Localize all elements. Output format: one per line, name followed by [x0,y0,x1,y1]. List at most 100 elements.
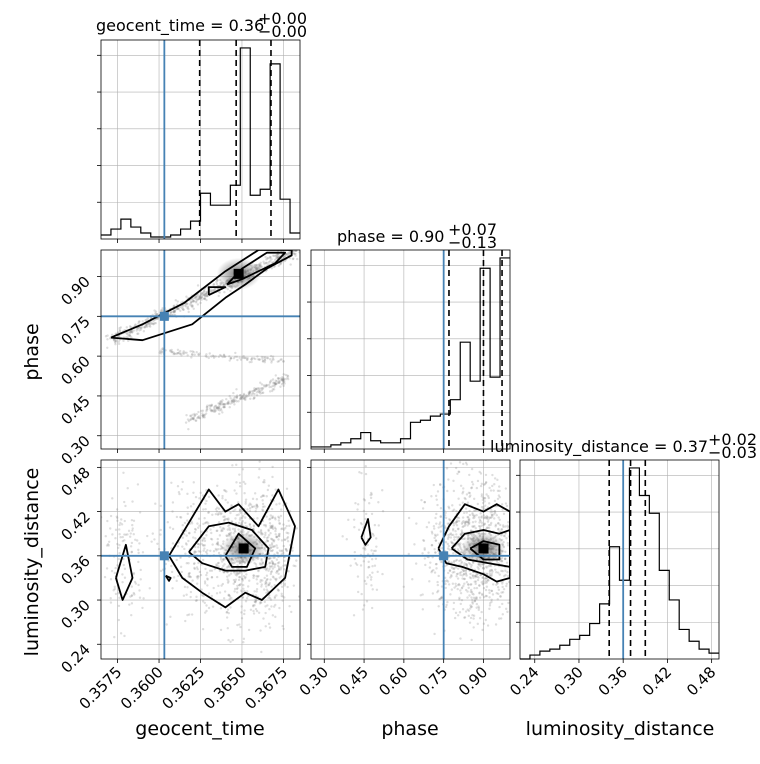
sample-point [213,405,217,408]
sample-point [268,557,271,560]
sample-point [260,650,263,654]
sample-point [219,556,223,559]
sample-point [216,542,219,545]
sample-point [447,560,451,563]
sample-point [181,308,185,311]
sample-point [525,579,527,581]
sample-point [229,511,232,515]
sample-point [219,402,222,405]
sample-point [495,583,498,586]
sample-point [453,535,456,539]
sample-point [468,513,472,517]
sample-point [144,325,147,329]
sample-point [464,588,468,592]
sample-point [242,583,245,587]
sample-point [202,544,205,547]
sample-point [268,562,271,565]
sample-point [201,627,205,631]
sample-point [235,394,239,397]
sample-point [194,537,197,540]
sample-point [108,337,112,340]
sample-point [498,605,501,609]
sample-point [253,388,257,391]
sample-point [204,550,208,554]
sample-point [454,584,458,588]
sample-point [116,564,119,567]
sample-point [217,294,220,298]
sample-point [196,416,199,420]
sample-point [252,525,256,528]
sample-point [172,313,175,316]
sample-point [173,310,176,314]
sample-point [458,503,462,507]
sample-point [266,604,269,607]
sample-point [241,394,244,398]
sample-point [239,530,242,534]
sample-point [166,520,169,524]
sample-point [204,521,208,524]
sample-point [222,515,225,519]
sample-point [432,524,436,528]
sample-point [274,603,277,607]
sample-point [439,452,441,454]
sample-point [258,265,262,268]
sample-point [194,545,197,549]
sample-point [130,602,134,605]
sample-point [268,561,272,565]
sample-point [258,263,262,266]
sample-point [488,570,492,573]
sample-point [184,542,188,545]
sample-point [202,508,205,511]
sample-point [423,501,426,504]
sample-point [109,578,113,581]
sample-point [216,529,219,532]
sample-point [240,605,243,608]
sample-point [362,498,366,501]
sample-point [292,252,296,255]
sample-point [494,523,498,527]
sample-point [218,409,221,412]
sample-point [239,358,243,361]
sample-point [259,261,262,264]
sample-point [270,570,274,573]
sample-point [472,593,475,596]
sample-point [263,535,266,539]
sample-point [484,473,488,477]
sample-point [202,288,206,292]
sample-point [210,594,214,598]
sample-point [482,567,485,570]
panel-frame [310,459,511,660]
sample-point [205,499,208,503]
sample-point [456,583,460,587]
sample-point [466,501,470,504]
sample-point [462,569,465,572]
sample-point [165,623,168,626]
sample-point [154,310,158,313]
sample-point [184,305,188,308]
sample-point [469,588,473,592]
sample-point [367,560,370,564]
sample-point [432,568,435,572]
sample-point [131,529,134,532]
sample-point [488,607,491,611]
sample-point [444,540,448,544]
density-peak-marker [238,543,249,554]
sample-point [464,568,467,572]
sample-point [138,511,142,514]
sample-point [205,408,209,411]
sample-point [239,394,242,397]
sample-point [229,289,232,293]
sample-point [275,256,278,259]
sample-point [238,571,242,574]
sample-point [173,352,176,355]
sample-point [187,575,190,578]
sample-point [123,533,126,536]
sample-point [190,416,194,420]
sample-point [269,259,272,263]
sample-point [271,378,275,381]
sample-point [224,489,227,492]
sample-point [447,583,451,586]
sample-point [113,587,116,591]
sample-point [285,253,288,256]
x-tick-label-phase: 0.90 [455,663,491,699]
